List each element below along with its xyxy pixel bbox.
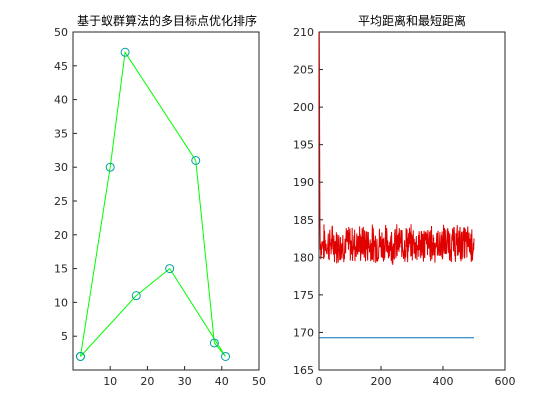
right-y-tick-label: 200 — [293, 101, 314, 114]
left-x-tick-label: 10 — [103, 375, 117, 388]
left-y-tick-label: 15 — [54, 263, 68, 276]
left-y-tick-label: 25 — [54, 195, 68, 208]
right-axes-box — [318, 31, 506, 371]
left-series-0-point — [221, 351, 231, 361]
right-x-tick-label: 0 — [316, 375, 323, 388]
left-ticks: 10 20 30 40 50 5 10 15 20 25 30 35 40 45 50 — [54, 26, 266, 388]
left-x-tick-label: 20 — [140, 375, 154, 388]
left-series-0-point — [75, 351, 85, 361]
left-series-0-point — [120, 47, 130, 57]
left-y-tick-label: 30 — [54, 161, 68, 174]
left-series-0-point — [105, 162, 115, 172]
left-chart-title: 基于蚁群算法的多目标点优化排序 — [77, 13, 257, 28]
left-series-0-point — [209, 338, 219, 348]
left-x-tick-label: 50 — [252, 375, 266, 388]
left-axes-box — [72, 31, 260, 371]
right-chart-title: 平均距离和最短距离 — [358, 13, 466, 28]
left-y-tick-label: 45 — [54, 60, 68, 73]
right-y-tick-label: 175 — [293, 289, 314, 302]
right-series-0-line — [318, 31, 475, 265]
right-x-tick-label: 400 — [433, 375, 454, 388]
left-series-0-point — [191, 155, 201, 165]
left-y-tick-label: 35 — [54, 127, 68, 140]
right-y-tick-label: 210 — [293, 26, 314, 39]
right-series-layer — [318, 31, 475, 339]
right-y-tick-label: 180 — [293, 251, 314, 264]
right-y-tick-label: 205 — [293, 64, 314, 77]
right-x-tick-label: 600 — [495, 375, 516, 388]
left-y-tick-label: 40 — [54, 94, 68, 107]
right-x-tick-label: 200 — [371, 375, 392, 388]
right-y-tick-label: 165 — [293, 364, 314, 377]
right-y-tick-label: 195 — [293, 139, 314, 152]
left-series-0-point — [165, 264, 175, 274]
left-x-tick-label: 40 — [215, 375, 229, 388]
left-x-tick-label: 30 — [178, 375, 192, 388]
left-series-0-point — [131, 291, 141, 301]
right-y-tick-label: 185 — [293, 214, 314, 227]
left-y-tick-label: 10 — [54, 296, 68, 309]
left-series-0-line — [79, 50, 226, 357]
left-y-tick-label: 20 — [54, 229, 68, 242]
left-series-layer — [75, 47, 231, 361]
left-y-tick-label: 5 — [61, 330, 68, 343]
right-ticks: 0 200 400 600 165 170 175 180 185 190 195 200 205 210 — [293, 26, 516, 388]
left-chart: 基于蚁群算法的多目标点优化排序 10 20 30 40 50 5 10 15 20 25 30 35 4… — [54, 13, 266, 388]
right-chart: 平均距离和最短距离 0 200 400 600 165 170 175 180 185 190 19… — [293, 13, 516, 388]
right-y-tick-label: 170 — [293, 326, 314, 339]
right-y-tick-label: 190 — [293, 176, 314, 189]
left-y-tick-label: 50 — [54, 26, 68, 39]
